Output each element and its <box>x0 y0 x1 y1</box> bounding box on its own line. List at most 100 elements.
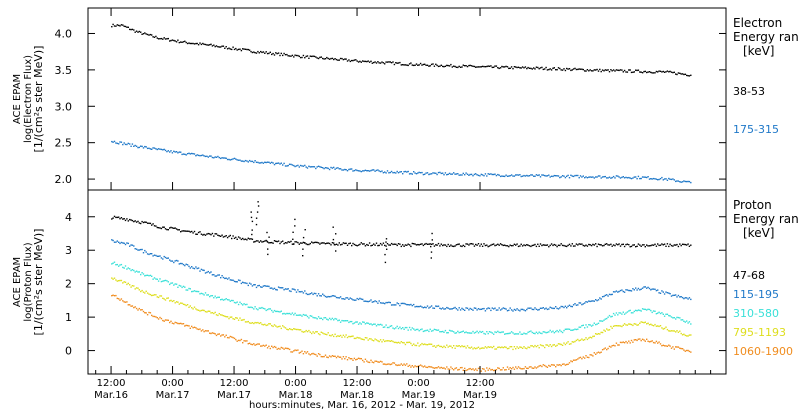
data-point <box>215 334 218 337</box>
data-point <box>184 325 186 327</box>
data-point <box>501 331 503 333</box>
data-point <box>676 243 678 246</box>
data-point <box>600 331 602 334</box>
data-point <box>290 328 292 331</box>
data-point <box>542 68 544 71</box>
data-point <box>681 348 684 350</box>
data-point <box>111 263 113 265</box>
data-point <box>203 155 205 157</box>
data-point <box>575 243 578 245</box>
data-point <box>297 241 299 244</box>
data-point <box>586 326 589 328</box>
data-point <box>301 242 303 244</box>
data-point <box>291 164 294 166</box>
data-point <box>442 65 444 68</box>
data-point <box>218 235 220 237</box>
data-point <box>595 333 597 335</box>
data-point <box>684 321 686 323</box>
data-point <box>185 324 187 327</box>
data-point <box>231 158 233 161</box>
data-point <box>461 307 463 310</box>
data-point <box>337 355 339 357</box>
data-point <box>239 317 241 319</box>
data-point <box>581 338 583 340</box>
data-point <box>458 243 460 245</box>
data-point <box>355 59 357 61</box>
data-point <box>443 331 445 333</box>
spike-point <box>384 261 387 264</box>
data-point <box>665 291 667 293</box>
data-point <box>679 296 681 298</box>
data-point <box>688 245 691 247</box>
data-point <box>623 323 626 325</box>
data-point <box>195 327 197 329</box>
data-point <box>152 36 154 38</box>
data-point <box>251 160 254 163</box>
data-point <box>375 325 378 327</box>
data-point <box>451 330 453 332</box>
data-point <box>644 286 646 288</box>
data-point <box>308 329 310 332</box>
data-point <box>577 358 579 360</box>
data-point <box>623 69 626 72</box>
data-point <box>686 320 688 322</box>
data-point <box>658 311 660 313</box>
data-point <box>293 164 295 167</box>
data-point <box>599 352 601 354</box>
data-point <box>166 228 168 231</box>
data-point <box>455 332 458 334</box>
data-point <box>261 345 263 347</box>
data-point <box>156 317 158 319</box>
data-point <box>257 343 259 345</box>
data-point <box>469 367 471 370</box>
data-point <box>541 174 543 176</box>
data-point <box>636 310 638 312</box>
data-point <box>625 312 627 314</box>
data-point <box>327 356 329 359</box>
data-point <box>173 227 175 229</box>
data-point <box>118 216 120 218</box>
data-point <box>586 301 589 303</box>
data-point <box>315 167 317 170</box>
data-point <box>167 257 169 259</box>
data-point <box>501 346 503 348</box>
data-point <box>351 168 353 170</box>
data-point <box>182 153 185 155</box>
data-point <box>151 34 153 36</box>
data-point <box>204 310 207 313</box>
data-point <box>611 176 613 179</box>
data-point <box>499 243 502 245</box>
data-point <box>191 152 193 155</box>
data-point <box>377 340 379 342</box>
data-point <box>451 347 453 349</box>
data-point <box>629 289 631 292</box>
data-point <box>206 155 208 157</box>
data-point <box>371 324 373 326</box>
data-point <box>324 167 327 169</box>
data-point <box>461 345 463 347</box>
data-point <box>604 175 606 178</box>
data-point <box>349 297 351 299</box>
data-point <box>335 243 338 245</box>
data-point <box>233 337 236 340</box>
data-point <box>429 173 431 175</box>
data-point <box>298 291 300 293</box>
data-point <box>505 346 507 349</box>
data-point <box>544 68 546 70</box>
data-point <box>167 37 169 40</box>
data-point <box>331 167 334 169</box>
data-point <box>112 23 114 26</box>
data-point <box>626 177 629 179</box>
data-point <box>453 331 455 333</box>
data-point <box>487 332 489 335</box>
data-point <box>681 73 684 75</box>
data-point <box>335 335 338 338</box>
data-point <box>335 356 338 359</box>
data-point <box>432 345 434 347</box>
data-point <box>563 244 565 247</box>
data-point <box>283 52 285 55</box>
data-point <box>146 314 149 316</box>
data-point <box>364 358 367 360</box>
data-point <box>349 335 351 338</box>
data-point <box>349 60 351 63</box>
